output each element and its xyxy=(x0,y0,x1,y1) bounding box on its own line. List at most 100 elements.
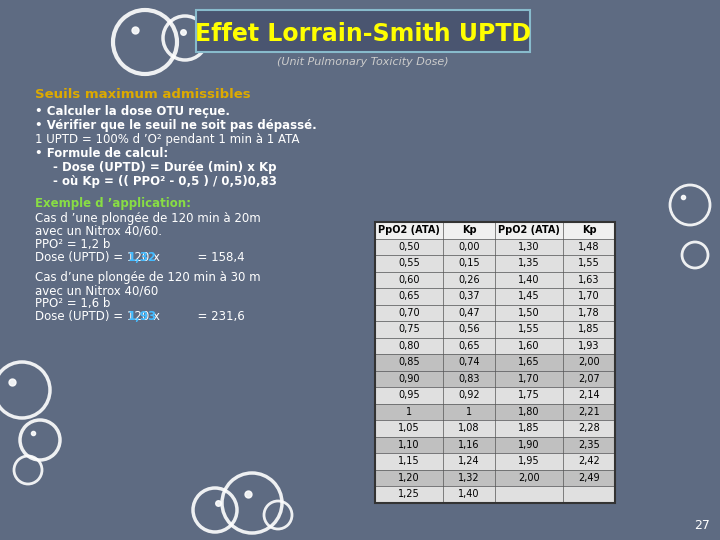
Text: 1,32: 1,32 xyxy=(458,472,480,483)
Text: avec un Nitrox 40/60.: avec un Nitrox 40/60. xyxy=(35,225,162,238)
Text: 0,83: 0,83 xyxy=(458,374,480,384)
Bar xyxy=(375,321,615,338)
Text: 0,95: 0,95 xyxy=(398,390,420,400)
Text: Dose (UPTD) = 120 x          = 158,4: Dose (UPTD) = 120 x = 158,4 xyxy=(35,251,245,264)
Text: Seuils maximum admissibles: Seuils maximum admissibles xyxy=(35,88,251,101)
Text: 0,56: 0,56 xyxy=(458,324,480,334)
Text: 27: 27 xyxy=(694,519,710,532)
Text: 1,93: 1,93 xyxy=(128,310,157,323)
Bar xyxy=(375,272,615,288)
Text: Kp: Kp xyxy=(582,225,596,235)
Text: 1,55: 1,55 xyxy=(518,324,540,334)
Text: Dose (UPTD) = 120 x          = 231,6: Dose (UPTD) = 120 x = 231,6 xyxy=(35,310,245,323)
Text: 2,49: 2,49 xyxy=(578,472,600,483)
Text: 1,25: 1,25 xyxy=(398,489,420,500)
Bar xyxy=(375,288,615,305)
Text: 1,40: 1,40 xyxy=(458,489,480,500)
FancyBboxPatch shape xyxy=(196,10,530,52)
Text: 0,00: 0,00 xyxy=(458,242,480,252)
Text: • Vérifier que le seuil ne soit pas dépassé.: • Vérifier que le seuil ne soit pas dépa… xyxy=(35,119,317,132)
Text: 1,15: 1,15 xyxy=(398,456,420,466)
Text: 1,08: 1,08 xyxy=(458,423,480,433)
Bar xyxy=(375,338,615,354)
Text: 2,35: 2,35 xyxy=(578,440,600,450)
Bar xyxy=(375,305,615,321)
Text: 1,63: 1,63 xyxy=(578,275,600,285)
Text: 1: 1 xyxy=(406,407,412,417)
Text: 1,90: 1,90 xyxy=(518,440,540,450)
Text: 1,40: 1,40 xyxy=(518,275,540,285)
Text: 1,20: 1,20 xyxy=(398,472,420,483)
Bar xyxy=(375,222,615,239)
Text: 1,65: 1,65 xyxy=(518,357,540,367)
Text: 1,48: 1,48 xyxy=(578,242,600,252)
Text: 1,75: 1,75 xyxy=(518,390,540,400)
Text: - Dose (UPTD) = Durée (min) x Kp: - Dose (UPTD) = Durée (min) x Kp xyxy=(53,161,276,174)
Bar xyxy=(375,403,615,420)
Text: 1,78: 1,78 xyxy=(578,308,600,318)
Text: Kp: Kp xyxy=(462,225,477,235)
Text: 1,70: 1,70 xyxy=(578,291,600,301)
Text: 1,55: 1,55 xyxy=(578,258,600,268)
Text: 0,47: 0,47 xyxy=(458,308,480,318)
Text: 0,70: 0,70 xyxy=(398,308,420,318)
Bar xyxy=(375,486,615,503)
Text: Dose (UPTD) = 120 x: Dose (UPTD) = 120 x xyxy=(35,251,163,264)
Text: 1,95: 1,95 xyxy=(518,456,540,466)
Text: 0,80: 0,80 xyxy=(398,341,420,351)
Text: 0,74: 0,74 xyxy=(458,357,480,367)
Bar xyxy=(375,370,615,387)
Text: 1,80: 1,80 xyxy=(518,407,540,417)
Bar xyxy=(375,255,615,272)
Text: (Unit Pulmonary Toxicity Dose): (Unit Pulmonary Toxicity Dose) xyxy=(277,57,449,67)
Bar xyxy=(375,239,615,255)
Text: 1,45: 1,45 xyxy=(518,291,540,301)
Bar xyxy=(375,436,615,453)
Text: 1,16: 1,16 xyxy=(458,440,480,450)
Text: 1,85: 1,85 xyxy=(518,423,540,433)
Text: 1 UPTD = 100% d ’O² pendant 1 min à 1 ATA: 1 UPTD = 100% d ’O² pendant 1 min à 1 AT… xyxy=(35,133,300,146)
Bar xyxy=(375,354,615,370)
Text: PpO2 (ATA): PpO2 (ATA) xyxy=(378,225,440,235)
Text: 0,37: 0,37 xyxy=(458,291,480,301)
Text: 0,75: 0,75 xyxy=(398,324,420,334)
Text: 2,28: 2,28 xyxy=(578,423,600,433)
Bar xyxy=(375,387,615,403)
Text: Cas d ’une plongée de 120 min à 20m: Cas d ’une plongée de 120 min à 20m xyxy=(35,212,261,225)
Text: PpO2 (ATA): PpO2 (ATA) xyxy=(498,225,560,235)
Text: 1,32: 1,32 xyxy=(128,251,157,264)
Text: • Formule de calcul:: • Formule de calcul: xyxy=(35,147,168,160)
Text: 1,60: 1,60 xyxy=(518,341,540,351)
Text: 1,10: 1,10 xyxy=(398,440,420,450)
Text: 1,35: 1,35 xyxy=(518,258,540,268)
Text: 2,14: 2,14 xyxy=(578,390,600,400)
Text: 0,55: 0,55 xyxy=(398,258,420,268)
Text: 1,30: 1,30 xyxy=(518,242,540,252)
Bar xyxy=(375,453,615,469)
Text: avec un Nitrox 40/60: avec un Nitrox 40/60 xyxy=(35,284,158,297)
Text: 1,70: 1,70 xyxy=(518,374,540,384)
Text: 0,26: 0,26 xyxy=(458,275,480,285)
Text: 2,00: 2,00 xyxy=(578,357,600,367)
Text: - où Kp = (( PPO² - 0,5 ) / 0,5)0,83: - où Kp = (( PPO² - 0,5 ) / 0,5)0,83 xyxy=(53,175,277,188)
Bar xyxy=(375,469,615,486)
Text: PPO² = 1,6 b: PPO² = 1,6 b xyxy=(35,297,110,310)
Bar xyxy=(375,420,615,436)
Text: Effet Lorrain-Smith UPTD: Effet Lorrain-Smith UPTD xyxy=(195,22,531,46)
Text: 1,85: 1,85 xyxy=(578,324,600,334)
Text: 1: 1 xyxy=(466,407,472,417)
Bar xyxy=(375,222,615,503)
Text: 1,93: 1,93 xyxy=(578,341,600,351)
Text: Cas d’une plongée de 120 min à 30 m: Cas d’une plongée de 120 min à 30 m xyxy=(35,271,261,284)
Text: • Calculer la dose OTU reçue.: • Calculer la dose OTU reçue. xyxy=(35,105,230,118)
Text: PPO² = 1,2 b: PPO² = 1,2 b xyxy=(35,238,110,251)
Text: 1,24: 1,24 xyxy=(458,456,480,466)
Text: 0,85: 0,85 xyxy=(398,357,420,367)
Text: 2,21: 2,21 xyxy=(578,407,600,417)
Text: 1,05: 1,05 xyxy=(398,423,420,433)
Text: 0,65: 0,65 xyxy=(398,291,420,301)
Text: 1,50: 1,50 xyxy=(518,308,540,318)
Text: 2,42: 2,42 xyxy=(578,456,600,466)
Text: Exemple d ’application:: Exemple d ’application: xyxy=(35,197,191,210)
Text: 0,50: 0,50 xyxy=(398,242,420,252)
